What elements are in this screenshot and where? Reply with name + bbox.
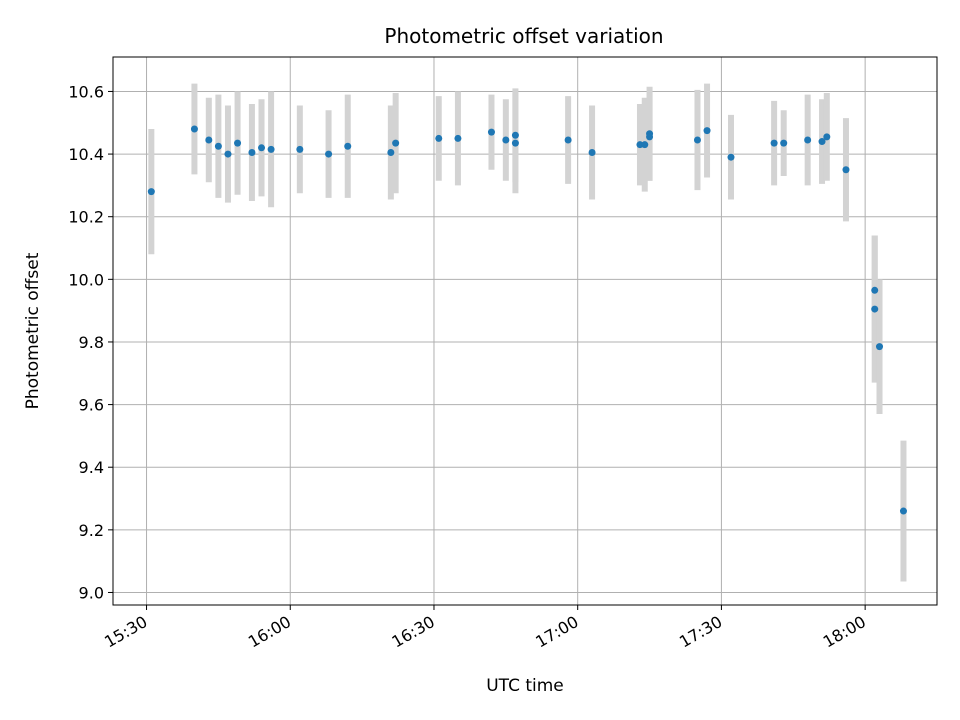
y-tick-label: 10.6 xyxy=(68,82,104,101)
data-point xyxy=(646,133,654,141)
error-bars xyxy=(148,83,907,582)
data-point xyxy=(588,149,596,157)
data-point xyxy=(248,149,256,157)
y-tick-label: 9.6 xyxy=(79,396,104,415)
data-point xyxy=(387,149,395,157)
data-point xyxy=(564,136,572,144)
data-point xyxy=(876,343,884,351)
data-point xyxy=(823,133,831,141)
data-point xyxy=(693,136,701,144)
data-point xyxy=(258,144,266,152)
x-tick-label: 18:00 xyxy=(820,612,869,652)
data-point xyxy=(842,166,850,174)
data-point xyxy=(818,138,826,146)
data-point xyxy=(511,131,519,139)
data-point xyxy=(224,150,232,158)
data-point xyxy=(703,127,711,135)
data-point xyxy=(770,139,778,147)
data-point xyxy=(205,136,213,144)
y-axis-label: Photometric offset xyxy=(23,252,43,409)
x-tick-label: 16:30 xyxy=(389,612,438,652)
x-tick-label: 17:00 xyxy=(532,612,581,652)
y-tick-label: 10.0 xyxy=(68,270,104,289)
x-tick-label: 15:30 xyxy=(101,612,150,652)
data-point xyxy=(435,134,443,142)
data-point xyxy=(871,305,879,313)
data-point xyxy=(727,153,735,161)
data-point xyxy=(454,134,462,142)
y-axis-ticks: 9.0 9.2 9.4 9.6 9.8 10.0 10.2 10.4 10.6 xyxy=(68,82,113,602)
chart-title: Photometric offset variation xyxy=(384,24,663,48)
data-point xyxy=(641,141,649,149)
data-point xyxy=(267,145,275,153)
data-point xyxy=(296,145,304,153)
y-tick-label: 9.4 xyxy=(79,458,104,477)
data-point xyxy=(502,136,510,144)
data-point xyxy=(780,139,788,147)
data-point xyxy=(147,188,155,196)
y-tick-label: 10.2 xyxy=(68,208,104,227)
data-point xyxy=(871,286,879,294)
y-tick-label: 9.8 xyxy=(79,333,104,352)
data-point xyxy=(899,507,907,515)
data-point xyxy=(214,142,222,150)
data-point xyxy=(804,136,812,144)
data-points xyxy=(147,125,907,515)
data-point xyxy=(325,150,333,158)
x-axis-label: UTC time xyxy=(486,676,564,696)
y-tick-label: 10.4 xyxy=(68,145,104,164)
data-point xyxy=(487,128,495,136)
y-tick-label: 9.0 xyxy=(79,583,104,602)
data-point xyxy=(392,139,400,147)
data-point xyxy=(344,142,352,150)
data-point xyxy=(234,139,242,147)
data-point xyxy=(190,125,198,133)
x-tick-label: 17:30 xyxy=(676,612,725,652)
data-point xyxy=(636,141,644,149)
data-point xyxy=(511,139,519,147)
plot-frame xyxy=(112,56,938,606)
y-tick-label: 9.2 xyxy=(79,521,104,540)
x-tick-label: 16:00 xyxy=(245,612,294,652)
x-axis-ticks: 15:30 16:00 16:30 17:00 17:30 18:00 xyxy=(101,605,869,652)
grid xyxy=(113,57,937,605)
